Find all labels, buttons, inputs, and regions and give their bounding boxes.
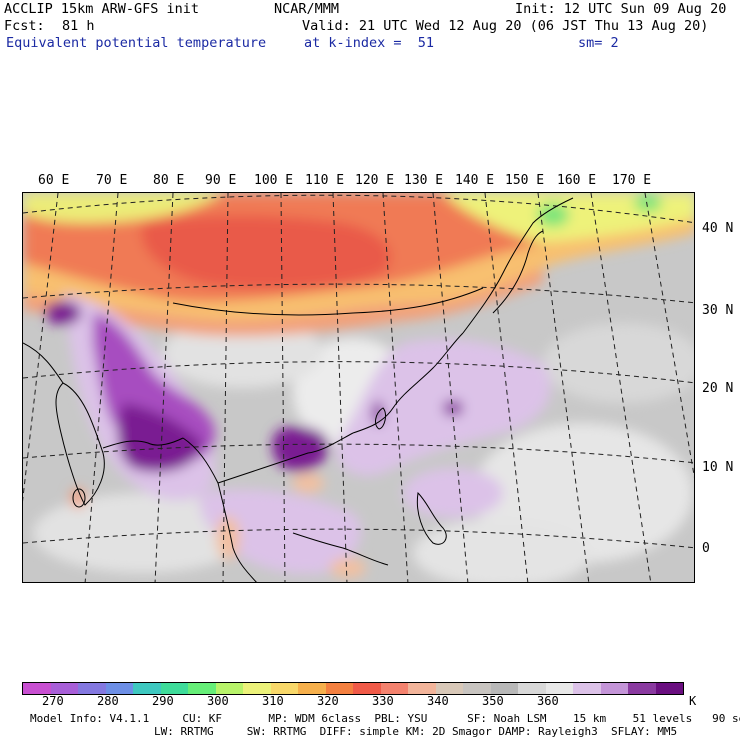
colorbar-swatch — [78, 683, 106, 694]
lon-label: 100 E — [254, 173, 294, 188]
valid-time: Valid: 21 UTC Wed 12 Aug 20 (06 JST Thu … — [302, 18, 709, 34]
colorbar-swatch — [463, 683, 491, 694]
colorbar-swatch — [490, 683, 518, 694]
lat-label: 0 — [702, 541, 710, 556]
colorbar-tick-label: 340 — [427, 694, 449, 708]
smoothing-label: sm= 2 — [578, 35, 619, 51]
colorbar-swatch — [573, 683, 601, 694]
lon-label: 120 E — [355, 173, 395, 188]
colorbar-swatch — [655, 683, 683, 694]
colorbar-tick-label: 290 — [152, 694, 174, 708]
colorbar-swatch — [133, 683, 161, 694]
colorbar-swatch — [243, 683, 271, 694]
level-label: at k-index = 51 — [304, 35, 435, 51]
colorbar-tick-label: 270 — [42, 694, 64, 708]
colorbar-tick-label: 300 — [207, 694, 229, 708]
coastlines — [23, 197, 574, 582]
colorbar-swatch — [435, 683, 463, 694]
colorbar-swatch — [600, 683, 628, 694]
colorbar-tick-label: 330 — [372, 694, 394, 708]
lon-label: 160 E — [557, 173, 597, 188]
colorbar-tick-label: 320 — [317, 694, 339, 708]
org-label: NCAR/MMM — [274, 1, 340, 17]
lon-label: 60 E — [38, 173, 70, 188]
lon-label: 150 E — [505, 173, 545, 188]
colorbar-swatch — [325, 683, 353, 694]
theta-e-field — [23, 193, 694, 582]
colorbar-tick-label: 360 — [537, 694, 559, 708]
lon-label: 70 E — [96, 173, 128, 188]
colorbar-swatch — [353, 683, 381, 694]
colorbar — [22, 682, 684, 695]
colorbar-swatch — [188, 683, 216, 694]
colorbar-tick-label: 350 — [482, 694, 504, 708]
model-title: ACCLIP 15km ARW-GFS init — [4, 1, 200, 17]
forecast-label: Fcst: — [4, 18, 45, 34]
colorbar-swatch — [50, 683, 78, 694]
colorbar-unit: K — [689, 694, 697, 708]
lon-label: 140 E — [455, 173, 495, 188]
colorbar-swatch — [215, 683, 243, 694]
lon-label: 110 E — [305, 173, 345, 188]
colorbar-swatch — [160, 683, 188, 694]
colorbar-swatch — [408, 683, 436, 694]
colorbar-swatch — [270, 683, 298, 694]
init-time: Init: 12 UTC Sun 09 Aug 20 — [515, 1, 727, 17]
colorbar-swatch — [23, 683, 51, 694]
lon-label: 90 E — [205, 173, 237, 188]
graticule — [23, 193, 694, 582]
colorbar-swatch — [628, 683, 656, 694]
lon-label: 170 E — [612, 173, 652, 188]
colorbar-swatch — [545, 683, 573, 694]
field-name: Equivalent potential temperature — [6, 35, 267, 51]
colorbar-swatch — [380, 683, 408, 694]
model-info-line2: LW: RRTMG SW: RRTMG DIFF: simple KM: 2D … — [154, 725, 678, 738]
lat-label: 10 N — [702, 460, 734, 475]
forecast-hour: 81 h — [62, 18, 95, 34]
model-info-line1: Model Info: V4.1.1 CU: KF MP: WDM 6class… — [30, 712, 740, 725]
lon-label: 130 E — [404, 173, 444, 188]
theta-e-map — [22, 192, 695, 583]
lat-label: 30 N — [702, 303, 734, 318]
colorbar-tick-label: 310 — [262, 694, 284, 708]
colorbar-swatch — [105, 683, 133, 694]
colorbar-tick-label: 280 — [97, 694, 119, 708]
lon-label: 80 E — [153, 173, 185, 188]
colorbar-swatch — [298, 683, 326, 694]
colorbar-swatch — [518, 683, 546, 694]
lat-label: 20 N — [702, 381, 734, 396]
lat-label: 40 N — [702, 221, 734, 236]
